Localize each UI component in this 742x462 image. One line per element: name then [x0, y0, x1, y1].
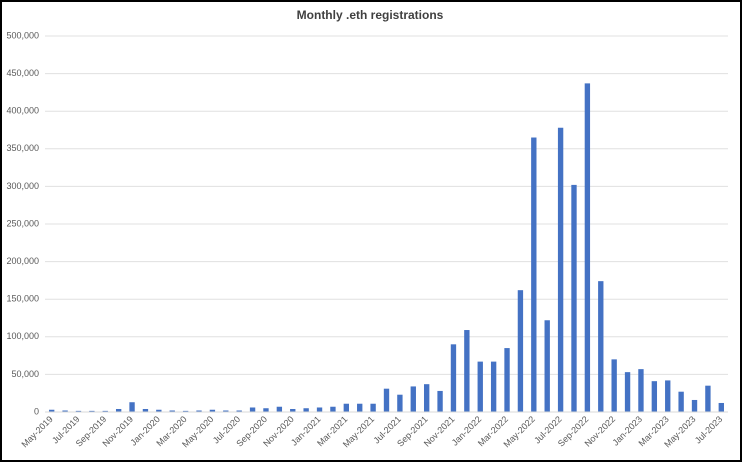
bar: [598, 281, 604, 412]
bar: [504, 348, 510, 412]
bar: [383, 388, 390, 412]
bar: [464, 330, 470, 412]
bar: [571, 184, 577, 412]
bar: [490, 361, 497, 412]
y-tick-label: 500,000: [6, 30, 39, 40]
bar: [624, 372, 631, 412]
y-tick-label: 300,000: [6, 181, 39, 191]
bar: [236, 410, 242, 412]
bar: [129, 402, 135, 412]
bar: [410, 386, 416, 412]
y-tick-label: 100,000: [6, 331, 39, 341]
y-tick-label: 200,000: [6, 256, 39, 266]
bar: [665, 380, 671, 412]
bar: [370, 403, 376, 412]
bar: [169, 410, 175, 412]
bar: [397, 394, 403, 412]
bar: [223, 410, 229, 412]
bar: [102, 410, 108, 412]
bar: [62, 410, 68, 412]
bar: [89, 410, 95, 412]
bar: [517, 290, 524, 412]
bar: [651, 381, 658, 412]
bar: [276, 406, 283, 412]
y-tick-label: 150,000: [6, 294, 39, 304]
bar: [49, 409, 55, 412]
bar: [584, 83, 591, 412]
bar: [142, 408, 149, 412]
bar: [638, 369, 644, 412]
y-tick-label: 0: [34, 406, 39, 416]
bar: [450, 344, 457, 412]
bar: [156, 409, 162, 412]
bar: [316, 407, 323, 412]
bar: [437, 390, 443, 412]
bar: [611, 359, 617, 412]
y-tick-label: 250,000: [6, 218, 39, 228]
bar: [330, 406, 336, 412]
bar: [196, 410, 202, 412]
bar: [303, 408, 309, 412]
y-tick-label: 350,000: [6, 143, 39, 153]
bar: [531, 137, 537, 412]
bar: [678, 391, 684, 412]
y-tick-label: 450,000: [6, 68, 39, 78]
bar: [357, 403, 363, 412]
bar: [263, 408, 269, 412]
chart-title: Monthly .eth registrations: [297, 8, 444, 22]
bar: [718, 402, 724, 412]
bar: [182, 410, 189, 412]
bar: [423, 384, 430, 412]
bar: [75, 410, 82, 412]
bar: [691, 399, 698, 412]
bar: [477, 361, 483, 412]
bar: [544, 320, 550, 412]
y-tick-label: 50,000: [11, 369, 39, 379]
bar: [115, 408, 122, 412]
bar: [343, 403, 350, 412]
bar: [249, 407, 256, 412]
bar: [290, 408, 296, 412]
bar: [705, 385, 711, 412]
bar: [557, 127, 564, 412]
y-tick-label: 400,000: [6, 106, 39, 116]
bar: [209, 409, 216, 412]
